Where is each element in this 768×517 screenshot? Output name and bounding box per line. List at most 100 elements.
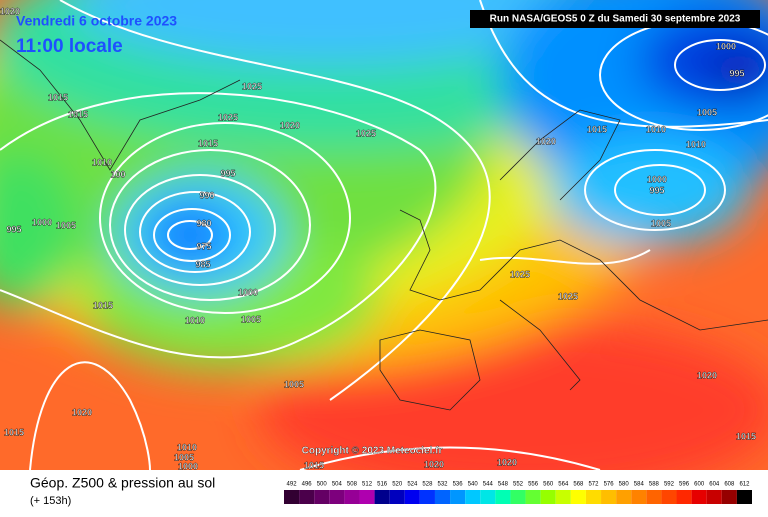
isobar-label: 1005 — [697, 107, 717, 117]
field: 1020 1015 1015 1025 1025 1020 1015 1025 1010 100 9… — [0, 0, 768, 471]
isobar-label: 1015 — [93, 300, 113, 310]
legend-swatch — [450, 490, 466, 504]
isobar-label: 995 — [729, 68, 744, 78]
legend-swatch — [570, 490, 586, 504]
legend-swatch — [434, 490, 451, 504]
isobar-label: 1020 — [536, 136, 556, 146]
isobar-label: 990 — [199, 190, 214, 200]
isobar-label: 1000 — [32, 217, 52, 227]
legend-swatch — [465, 490, 481, 504]
isobar-label: 1000 — [647, 174, 667, 184]
isobar-label: 985 — [195, 259, 210, 269]
copyright: Copyright © 2023 Meteociel.fr — [302, 446, 443, 457]
isobar-label: 1005 — [174, 452, 194, 462]
isobar-label: 1010 — [646, 124, 666, 134]
legend-swatch — [721, 490, 737, 504]
legend-swatch — [299, 490, 315, 504]
legend-swatch — [676, 490, 692, 504]
isobar-label: 1025 — [218, 112, 238, 122]
legend-swatch — [314, 490, 330, 504]
run-text: Run NASA/GEOS5 0 Z du Samedi 30 septembr… — [490, 14, 741, 25]
legend-label: 608 — [724, 482, 735, 488]
isobar-label: 1020 — [497, 457, 517, 467]
legend-label: 596 — [679, 482, 690, 488]
legend-swatch — [329, 490, 345, 504]
isobars — [0, 0, 768, 470]
run-box — [470, 10, 760, 28]
legend-swatch — [419, 490, 435, 504]
legend-label: 516 — [377, 482, 388, 488]
isobar-label: 1005 — [651, 218, 671, 228]
legend-swatch — [736, 490, 752, 504]
legend-label: 600 — [694, 482, 705, 488]
legend-swatch — [374, 490, 390, 504]
isobar-label: 1025 — [356, 128, 376, 138]
legend-swatch — [495, 490, 511, 504]
legend-swatch — [616, 490, 632, 504]
date: Vendredi 6 octobre 2023 — [16, 13, 177, 29]
isobar-label: 1005 — [241, 314, 261, 324]
isobar-label: 975 — [196, 241, 211, 251]
legend-label: 584 — [634, 482, 645, 488]
isobar-label: 980 — [196, 218, 211, 228]
legend-label: 588 — [649, 482, 660, 488]
legend-label: 532 — [438, 482, 449, 488]
isobar-label: 995 — [6, 224, 21, 234]
legend-swatch — [555, 490, 571, 504]
legend: 492 496 500 504 508 512 516 520 524 528 532 536 540 5… — [284, 482, 752, 504]
legend-swatch — [540, 490, 556, 504]
legend-swatch — [480, 490, 496, 504]
legend-label: 500 — [317, 482, 328, 488]
isobar-label: 1010 — [92, 157, 112, 167]
legend-label: 568 — [573, 482, 584, 488]
legend-label: 496 — [302, 482, 313, 488]
legend-label: 556 — [528, 482, 539, 488]
legend-label: 564 — [558, 482, 569, 488]
footer-lead: (+ 153h) — [30, 495, 71, 507]
isobar-label: 1015 — [4, 427, 24, 437]
isobar-label: 1025 — [242, 81, 262, 91]
legend-label: 580 — [619, 482, 630, 488]
legend-label: 520 — [392, 482, 403, 488]
isobar-label: 1005 — [56, 220, 76, 230]
legend-swatch — [344, 490, 360, 504]
isobar-label: 1015 — [198, 138, 218, 148]
isobar-label: 1025 — [558, 291, 578, 301]
legend-label: 528 — [422, 482, 433, 488]
legend-label: 604 — [709, 482, 720, 488]
isobar-label: 1015 — [304, 460, 324, 470]
legend-swatch — [601, 490, 617, 504]
legend-label: 560 — [543, 482, 554, 488]
coastlines — [0, 39, 768, 411]
footer-title: Géop. Z500 & pression au sol — [30, 475, 215, 491]
legend-swatch — [525, 490, 541, 504]
isobar-label: 1020 — [424, 459, 444, 469]
legend-label: 512 — [362, 482, 373, 488]
legend-label: 544 — [483, 482, 494, 488]
legend-swatch — [404, 490, 420, 504]
legend-label: 612 — [739, 482, 750, 488]
isobar-label: 1000 — [178, 461, 198, 471]
legend-swatch — [284, 490, 300, 504]
legend-swatch — [359, 490, 375, 504]
isobar-label: 1000 — [716, 41, 736, 51]
legend-swatch — [646, 490, 662, 504]
legend-label: 552 — [513, 482, 524, 488]
isobar-label: 995 — [649, 185, 664, 195]
isobar-label: 1025 — [510, 269, 530, 279]
legend-label: 540 — [468, 482, 479, 488]
isobar-label: 1020 — [72, 407, 92, 417]
legend-label: 572 — [588, 482, 599, 488]
isobar-label: 100 — [110, 169, 125, 179]
legend-label: 504 — [332, 482, 343, 488]
legend-swatch — [661, 490, 677, 504]
legend-swatch — [510, 490, 526, 504]
isobar-label: 1000 — [238, 287, 258, 297]
legend-label: 576 — [604, 482, 615, 488]
legend-swatch — [631, 490, 647, 504]
isobar-label: 1020 — [280, 120, 300, 130]
isobar-label: 1015 — [48, 92, 68, 102]
legend-label: 524 — [407, 482, 418, 488]
time: 11:00 locale — [16, 36, 123, 57]
